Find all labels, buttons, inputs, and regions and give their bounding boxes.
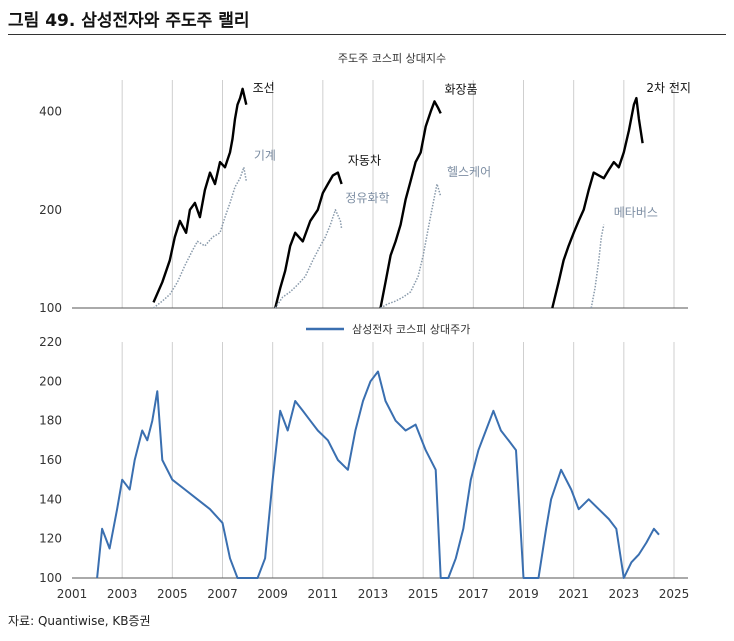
- x-tick-label: 2013: [358, 587, 389, 601]
- x-tick-label: 2019: [508, 587, 539, 601]
- x-tick-label: 2009: [257, 587, 288, 601]
- bottom-y-tick-label: 200: [39, 374, 62, 388]
- bottom-series: [96, 370, 660, 579]
- top-y-tick-label: 100: [39, 301, 62, 315]
- series-label: 정유화학: [345, 191, 389, 205]
- bottom-y-ticks: 100 120 140 160 180 200 220: [39, 335, 62, 585]
- figure-title: 그림 49. 삼성전자와 주도주 랠리: [8, 11, 250, 31]
- top-series: [152, 87, 644, 309]
- legend-label: 삼성전자 코스피 상대주가: [352, 323, 470, 336]
- x-tick-label: 2007: [207, 587, 238, 601]
- series-line-2차 전지: [551, 96, 644, 309]
- series-line-화장품: [379, 100, 442, 309]
- x-tick-label: 2021: [558, 587, 589, 601]
- series-line-정유화학: [274, 209, 343, 309]
- top-grid: [121, 80, 675, 308]
- top-y-ticks: 100 200 400: [39, 105, 62, 315]
- bottom-y-tick-label: 120: [39, 532, 62, 546]
- series-line-메타버스: [590, 224, 605, 309]
- series-label: 조선: [253, 81, 275, 95]
- top-panel-title: 주도주 코스피 상대지수: [338, 52, 446, 65]
- x-tick-label: 2025: [659, 587, 690, 601]
- series-label: 화장품: [444, 82, 477, 96]
- bottom-y-tick-label: 140: [39, 492, 62, 506]
- x-tick-label: 2023: [609, 587, 640, 601]
- top-y-tick-label: 400: [39, 105, 62, 119]
- bottom-y-tick-label: 220: [39, 335, 62, 349]
- bottom-grid: [121, 342, 675, 578]
- series-label: 헬스케어: [447, 165, 491, 179]
- series-line-기계: [153, 166, 248, 309]
- x-tick-label: 2015: [408, 587, 439, 601]
- bottom-y-tick-label: 180: [39, 414, 62, 428]
- x-tick-label: 2003: [107, 587, 138, 601]
- x-tick-label: 2017: [458, 587, 489, 601]
- series-line-조선: [152, 87, 248, 303]
- series-line-samsung: [96, 370, 660, 579]
- series-line-자동차: [274, 171, 343, 309]
- bottom-x-ticks: 2001 2003 2005 2007 2009 2011 2013 2015 2017 2019…: [57, 587, 690, 601]
- bottom-y-tick-label: 160: [39, 453, 62, 467]
- bottom-y-tick-label: 100: [39, 571, 62, 585]
- bottom-legend: 삼성전자 코스피 상대주가: [306, 323, 470, 336]
- series-line-헬스케어: [380, 183, 442, 309]
- source-note: 자료: Quantiwise, KB증권: [8, 614, 151, 628]
- title-rule: [8, 34, 726, 35]
- series-label: 메타버스: [614, 206, 658, 220]
- top-y-tick-label: 200: [39, 203, 62, 217]
- series-label: 기계: [254, 148, 276, 162]
- x-tick-label: 2011: [308, 587, 339, 601]
- x-tick-label: 2001: [57, 587, 88, 601]
- series-label: 2차 전지: [646, 81, 691, 95]
- series-label: 자동차: [348, 154, 381, 168]
- x-tick-label: 2005: [157, 587, 188, 601]
